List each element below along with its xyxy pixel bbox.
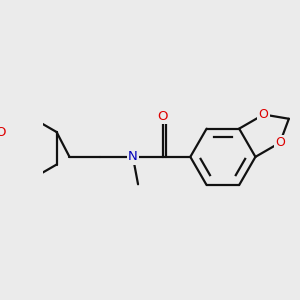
Text: O: O bbox=[158, 110, 168, 123]
Text: N: N bbox=[128, 150, 138, 164]
Text: O: O bbox=[0, 125, 5, 139]
Text: O: O bbox=[275, 136, 285, 149]
Text: O: O bbox=[259, 108, 269, 121]
